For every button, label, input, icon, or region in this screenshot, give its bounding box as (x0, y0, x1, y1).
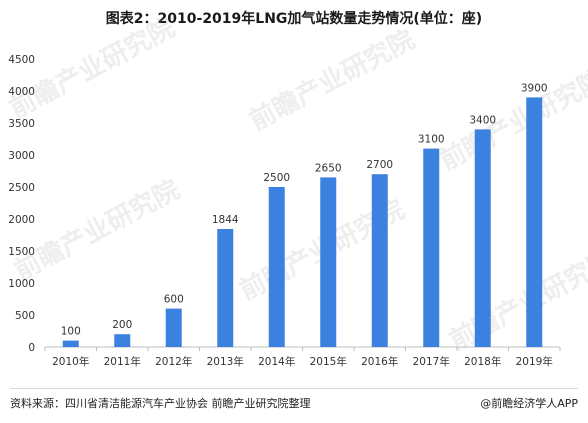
x-tick-label-0: 2010年 (52, 355, 89, 368)
brand-label: @前瞻经济学人APP (480, 397, 578, 410)
y-tick-label: 0 (28, 342, 35, 354)
y-tick-label: 1500 (8, 246, 35, 258)
bar-5 (320, 177, 337, 347)
bar-0 (62, 340, 79, 347)
data-label-9: 3900 (521, 82, 548, 94)
x-tick-label-6: 2016年 (361, 355, 398, 368)
data-label-3: 1844 (212, 214, 239, 226)
data-label-6: 2700 (366, 159, 393, 171)
data-label-0: 100 (61, 326, 81, 338)
y-tick-label: 1000 (8, 278, 35, 290)
x-tick-label-4: 2014年 (258, 355, 295, 368)
data-label-1: 200 (112, 319, 132, 331)
bar-4 (268, 187, 285, 347)
bar-7 (423, 148, 440, 347)
source-divider (10, 388, 578, 389)
chart-title: 图表2：2010-2019年LNG加气站数量走势情况(单位：座) (105, 11, 483, 27)
x-tick-label-1: 2011年 (104, 355, 141, 368)
data-label-5: 2650 (315, 162, 342, 174)
data-label-8: 3400 (469, 114, 496, 126)
data-label-4: 2500 (263, 172, 290, 184)
x-tick-label-8: 2018年 (464, 355, 501, 368)
source-note: 资料来源：四川省清洁能源汽车产业协会 前瞻产业研究院整理 (10, 397, 311, 410)
x-tick-label-3: 2013年 (207, 355, 244, 368)
bar-8 (474, 129, 491, 347)
y-tick-label: 3500 (8, 118, 35, 130)
bar-1 (114, 334, 131, 347)
y-tick-label: 500 (15, 310, 35, 322)
y-tick-label: 4500 (8, 54, 35, 66)
y-tick-label: 2500 (8, 182, 35, 194)
y-tick-label: 2000 (8, 214, 35, 226)
bar-6 (371, 174, 388, 347)
bar-3 (217, 228, 234, 347)
y-tick-label: 3000 (8, 150, 35, 162)
x-tick-label-2: 2012年 (155, 355, 192, 368)
y-tick-label: 4000 (8, 86, 35, 98)
bar-9 (526, 97, 543, 348)
data-label-7: 3100 (418, 134, 445, 146)
bar-2 (165, 308, 182, 347)
x-tick-label-9: 2019年 (516, 355, 553, 368)
bar-chart: 0 500 1000 1500 2000 2500 3000 3500 4000 4500 100 2… (8, 54, 561, 368)
data-label-2: 600 (164, 294, 184, 306)
x-tick-label-7: 2017年 (413, 355, 450, 368)
x-tick-label-5: 2015年 (310, 355, 347, 368)
